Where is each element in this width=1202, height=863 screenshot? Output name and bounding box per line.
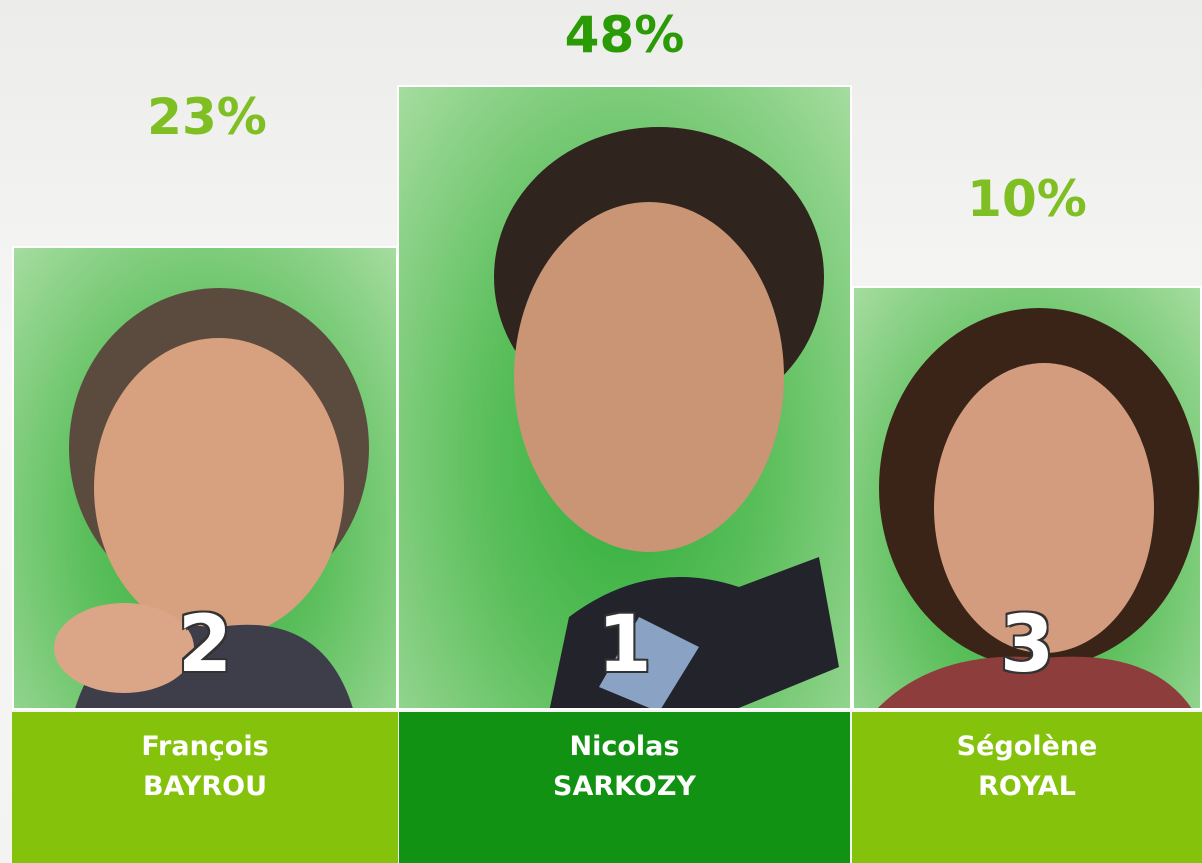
percent: 23% <box>147 88 267 146</box>
name-box: François BAYROU <box>12 712 398 863</box>
portrait <box>878 308 1199 708</box>
portrait <box>494 127 839 708</box>
first-name: François <box>141 731 269 762</box>
photo-panel: 2 <box>12 246 398 710</box>
name-box: Nicolas SARKOZY <box>399 712 850 863</box>
photo-panel: 3 <box>852 286 1202 710</box>
percent: 10% <box>967 170 1087 228</box>
rank: 2 <box>177 600 233 690</box>
rank: 1 <box>597 600 652 690</box>
portrait <box>54 288 369 708</box>
last-name: ROYAL <box>978 771 1076 802</box>
last-name: SARKOZY <box>553 771 696 802</box>
photo-panel: 1 <box>397 85 852 710</box>
name-box: Ségolène ROYAL <box>852 712 1202 863</box>
first-name: Ségolène <box>956 731 1098 762</box>
percent: 48% <box>564 6 685 64</box>
last-name: BAYROU <box>142 771 268 802</box>
first-name: Nicolas <box>569 731 680 762</box>
rank: 3 <box>999 600 1055 690</box>
